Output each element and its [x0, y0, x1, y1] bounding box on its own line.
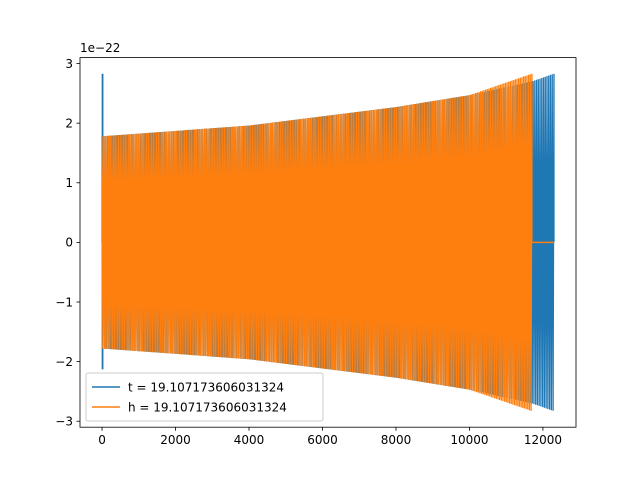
- x-tick-label: 0: [98, 433, 106, 447]
- series-layer: [101, 73, 555, 411]
- legend-label: t = 19.107173606031324: [128, 380, 284, 394]
- x-axis: 0 2000 4000 6000 8000 10000 12000: [98, 427, 562, 447]
- legend-label: h = 19.107173606031324: [128, 400, 287, 414]
- x-tick-label: 4000: [234, 433, 265, 447]
- legend-frame: [85, 372, 324, 422]
- y-tick-label: 2: [65, 116, 73, 130]
- y-axis: −3 −2 −1 0 1 2 3: [55, 57, 80, 429]
- y-offset-label: 1e−22: [80, 41, 120, 55]
- y-tick-label: 3: [65, 57, 73, 71]
- series-2: [101, 73, 554, 411]
- x-tick-label: 12000: [524, 433, 562, 447]
- y-tick-label: −1: [55, 295, 73, 309]
- y-tick-label: 0: [65, 236, 73, 250]
- y-tick-label: −3: [55, 415, 73, 429]
- x-tick-label: 10000: [450, 433, 488, 447]
- series-line: [101, 73, 533, 411]
- legend: t = 19.107173606031324 h = 19.10717360603…: [85, 372, 324, 422]
- y-tick-label: −2: [55, 355, 73, 369]
- y-tick-label: 1: [65, 176, 73, 190]
- x-tick-label: 8000: [381, 433, 412, 447]
- x-tick-label: 2000: [160, 433, 191, 447]
- x-tick-label: 6000: [307, 433, 338, 447]
